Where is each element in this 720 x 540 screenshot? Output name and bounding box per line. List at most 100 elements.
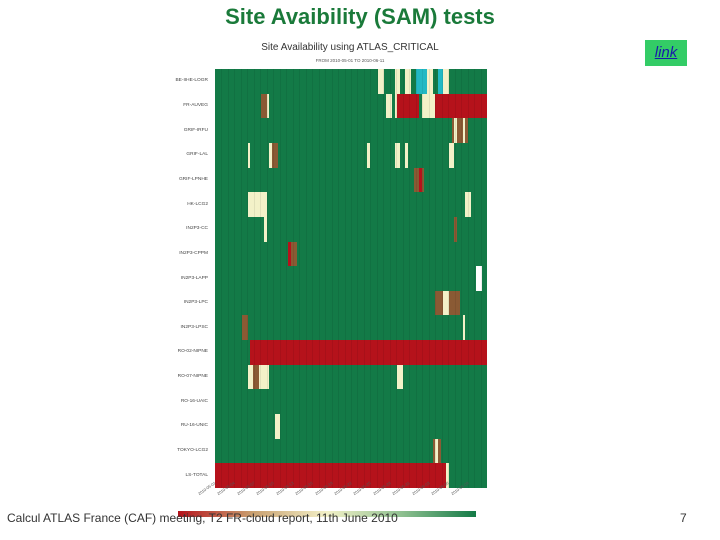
site-label: RO-16-UAIC [180,398,208,404]
heatmap-row [215,414,487,439]
link-button[interactable]: link [645,40,687,66]
day-gridline [266,69,268,488]
heatmap-cell [394,69,400,94]
plot-subtitle: FROM 2010-05-01 TO 2010-06-11 [315,58,385,63]
site-label: BE-IIHE-LOGR [175,78,208,84]
day-gridline [292,69,294,488]
heatmap-cell [446,463,449,488]
heatmap-row [215,192,487,217]
date-tick-label: 2010-05-01 [197,480,217,497]
heatmap-cell [288,241,297,267]
heatmap-cell [454,216,458,242]
day-gridline [351,69,352,488]
heatmap-cell [266,93,270,119]
site-label: IN2P3-LPC [183,300,208,306]
heatmap-cell [272,142,278,168]
heatmap-row [215,241,487,267]
day-gridline [253,69,255,488]
site-label: LS-TOTAL [185,472,208,478]
heatmap-row [215,167,487,193]
day-gridline [305,69,307,488]
day-gridline [318,69,320,488]
heatmap-cell [448,142,455,168]
heatmap-cell [443,69,449,94]
heatmap-cell [394,93,398,119]
heatmap-cell [263,216,267,242]
heatmap-row [215,463,487,488]
day-gridline [331,69,333,488]
heatmap-cell [378,69,384,94]
heatmap-cell [274,414,281,439]
heatmap-cell [386,93,392,119]
day-gridline [363,69,365,488]
heatmap-cell [462,118,466,143]
heatmap-cell [416,69,428,94]
heatmap-cell [421,93,436,119]
heatmap-row [215,142,487,168]
heatmap-cell [250,192,267,217]
day-gridline [260,69,262,488]
day-gridline [402,69,404,488]
site-label: GRIF-IRFU [183,127,208,133]
heatmap-cell [397,364,403,390]
heatmap-cell [247,192,251,217]
day-gridline [273,69,275,488]
day-gridline [376,69,378,488]
site-label: IN2P3-LPSC [180,324,208,330]
day-gridline [441,69,443,488]
day-gridline [338,69,340,488]
heatmap-cell [250,340,487,365]
site-label: GRIF-LPNHE [178,176,208,182]
heatmap-row [215,340,487,365]
day-gridline [415,69,417,488]
heatmap-cell [215,463,447,488]
day-gridline [409,69,411,488]
day-gridline [247,69,249,488]
day-gridline [474,69,476,488]
heatmap-cell [465,192,471,217]
heatmap-row [215,216,487,242]
site-label: GRIF-LAL [186,152,208,158]
site-label: IN2P3-CPPM [179,250,208,256]
day-gridline [279,69,281,488]
day-gridline [357,69,359,488]
heatmap-cell [247,142,251,168]
site-label: FR-AUVEG [183,102,208,108]
day-gridline [299,69,301,488]
site-label: RO-07-NIPNE [177,374,208,380]
heatmap-cell [253,364,259,390]
site-label: IN2P3-CC [186,226,208,232]
heatmap-row [215,118,487,143]
heatmap-cell [435,93,487,119]
day-gridline [234,69,236,488]
heatmap-cell [405,142,409,168]
heatmap-cell [462,315,466,341]
day-gridline [312,69,314,488]
availability-heatmap [215,69,487,488]
day-gridline [389,69,391,488]
day-gridline [227,69,229,488]
site-label: TOKYO-LCG2 [177,448,208,454]
heatmap-cell [427,69,433,94]
heatmap-row [215,93,487,119]
heatmap-row [215,290,487,316]
heatmap-cell [397,93,419,119]
heatmap-cell [394,142,400,168]
heatmap-cell [419,167,422,193]
day-gridline [422,69,424,488]
site-label: HK-LCG2 [187,201,208,207]
heatmap-cell [242,315,248,341]
plot-title: Site Availability using ATLAS_CRITICAL [261,42,439,53]
day-gridline [240,69,242,488]
day-gridline [428,69,430,488]
heatmap-row [215,315,487,341]
day-gridline [461,69,463,488]
heatmap-row [215,266,487,291]
heatmap-row [215,364,487,390]
slide-title: Site Avaibility (SAM) tests [225,4,495,29]
day-gridline [448,69,450,488]
day-gridline [370,69,372,488]
day-gridline [467,69,469,488]
heatmap-row [215,438,487,464]
heatmap-cell [367,142,371,168]
